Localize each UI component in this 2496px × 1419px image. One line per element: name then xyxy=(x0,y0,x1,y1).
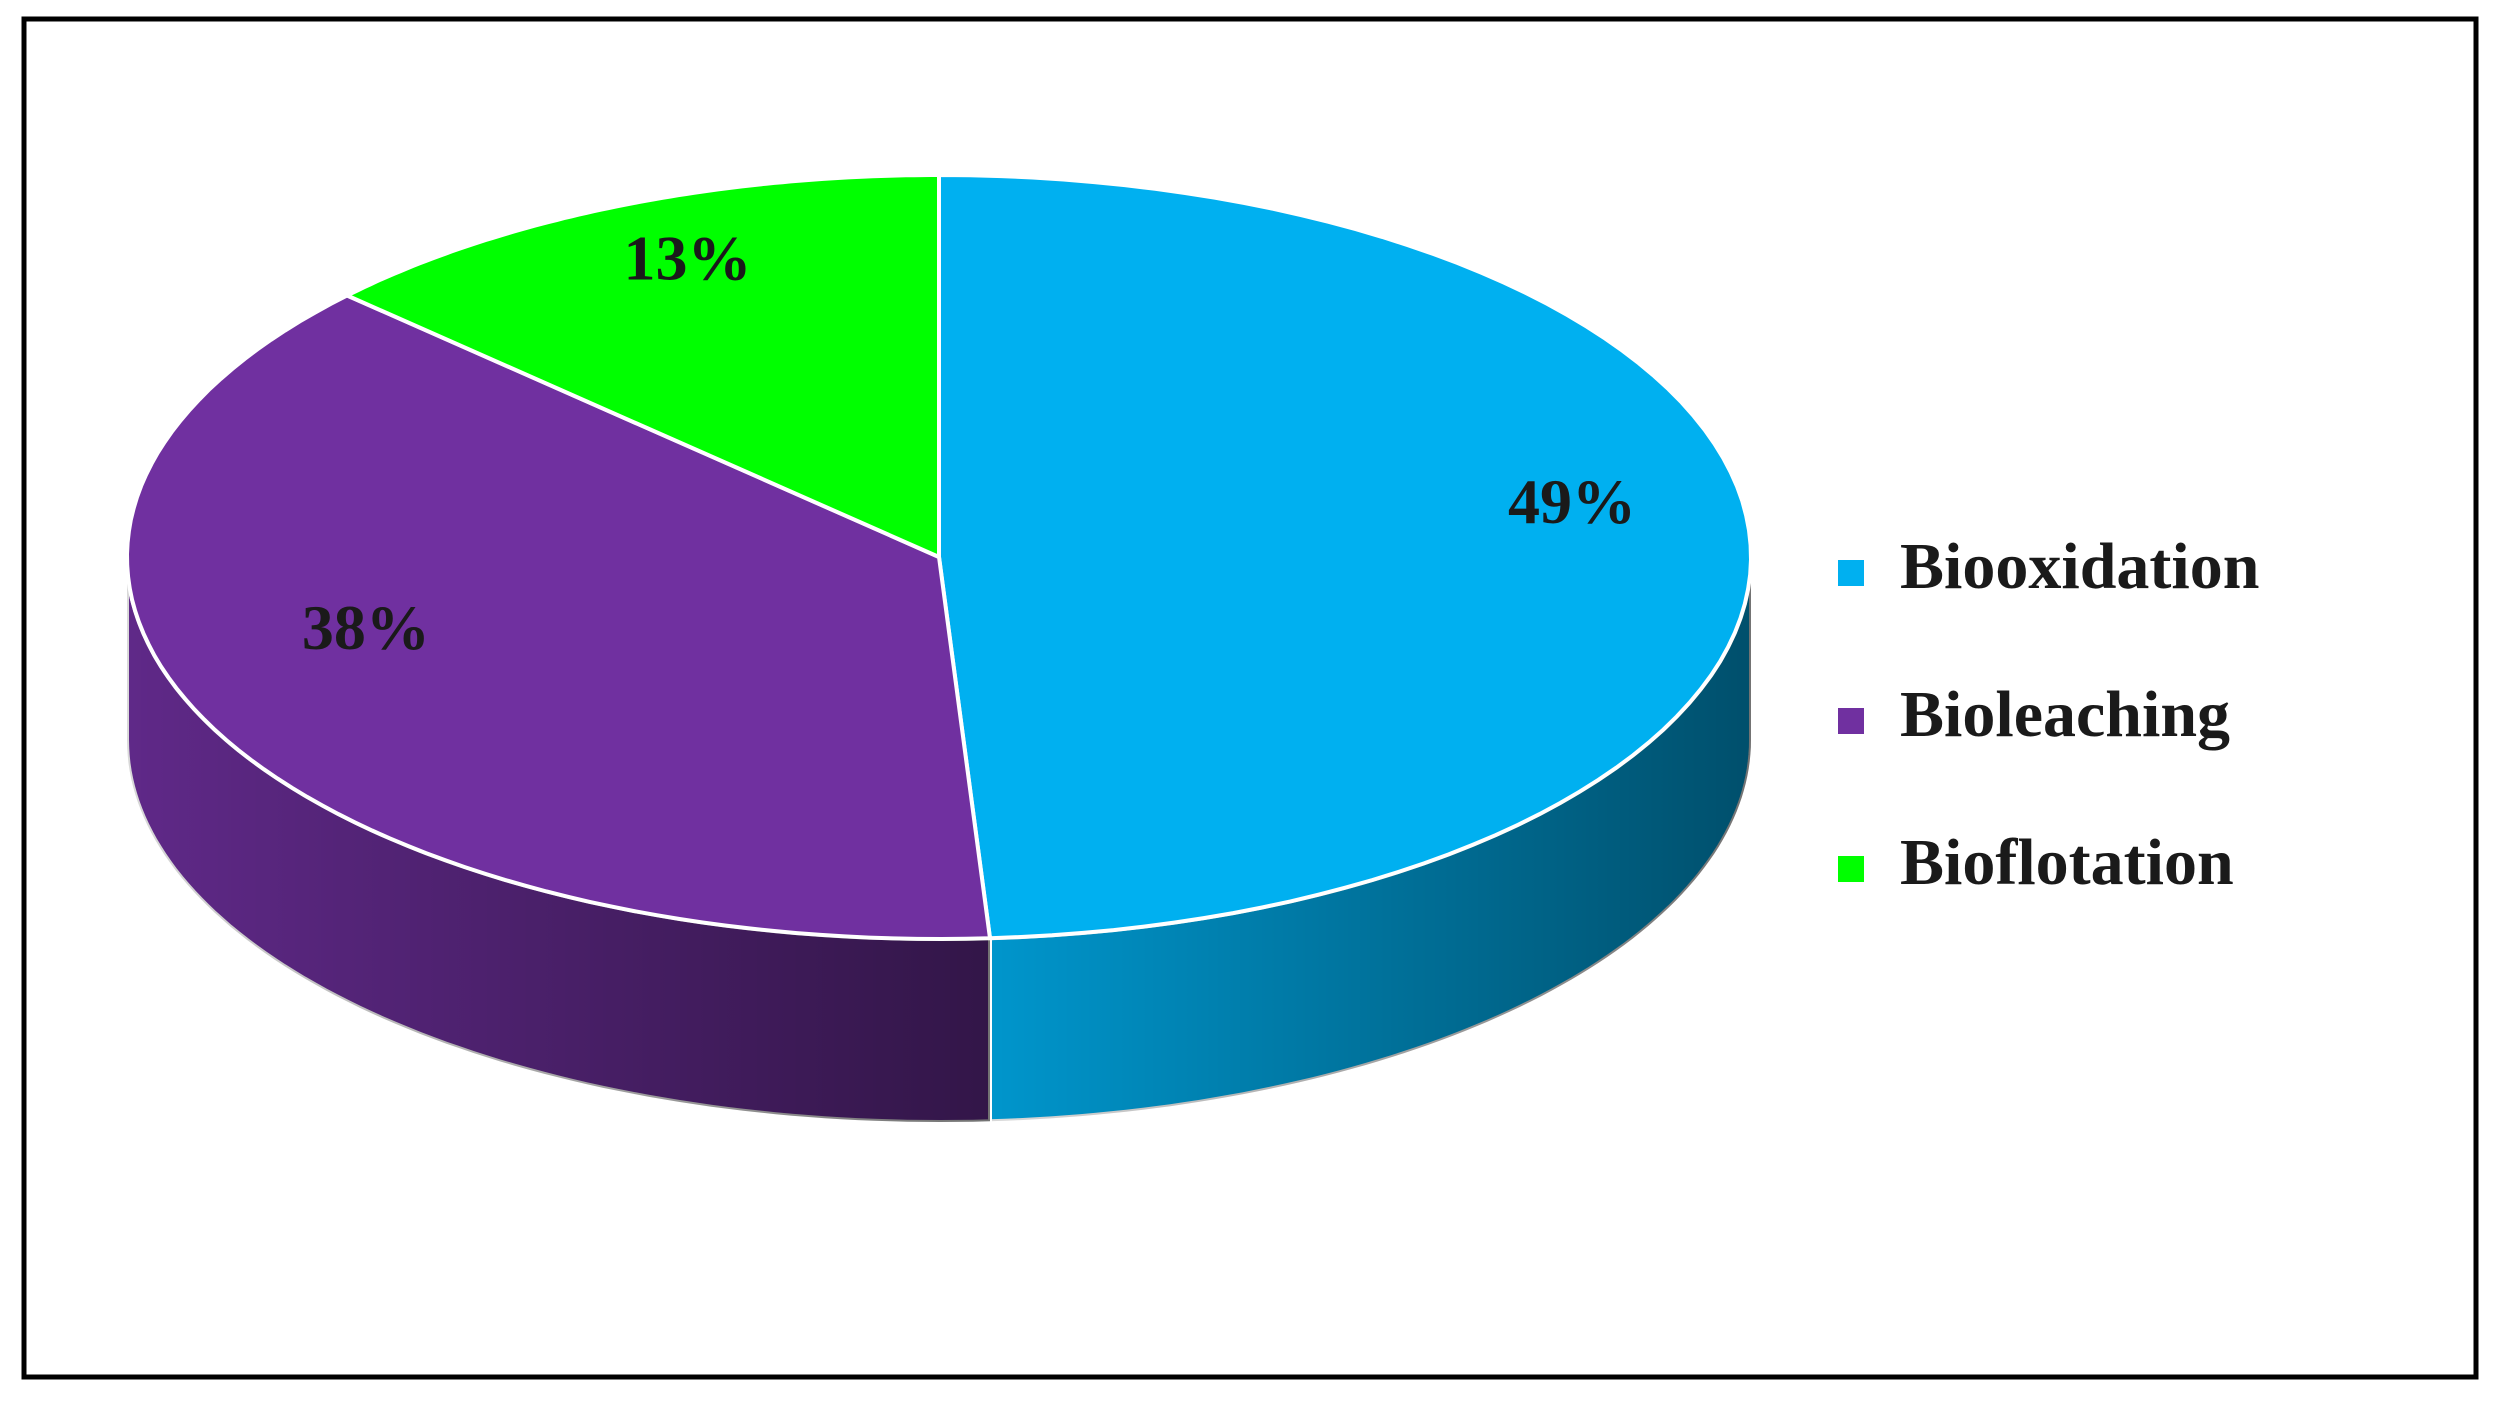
slice-side-shade xyxy=(127,557,990,1122)
slice xyxy=(937,172,1754,941)
legend-label: Bioflotation xyxy=(1900,826,2234,899)
slice xyxy=(124,293,993,942)
slice-side-shade xyxy=(990,557,1751,1122)
legend-swatch xyxy=(1838,560,1864,586)
legend-label: Bioleaching xyxy=(1900,678,2230,751)
value-label: 49% xyxy=(1508,466,1636,537)
value-label: 13% xyxy=(623,222,751,293)
value-label: 38% xyxy=(302,592,430,663)
slice xyxy=(342,173,941,561)
legend-swatch xyxy=(1838,856,1864,882)
legend-label: Biooxidation xyxy=(1900,530,2259,603)
legend-swatch xyxy=(1838,708,1864,734)
